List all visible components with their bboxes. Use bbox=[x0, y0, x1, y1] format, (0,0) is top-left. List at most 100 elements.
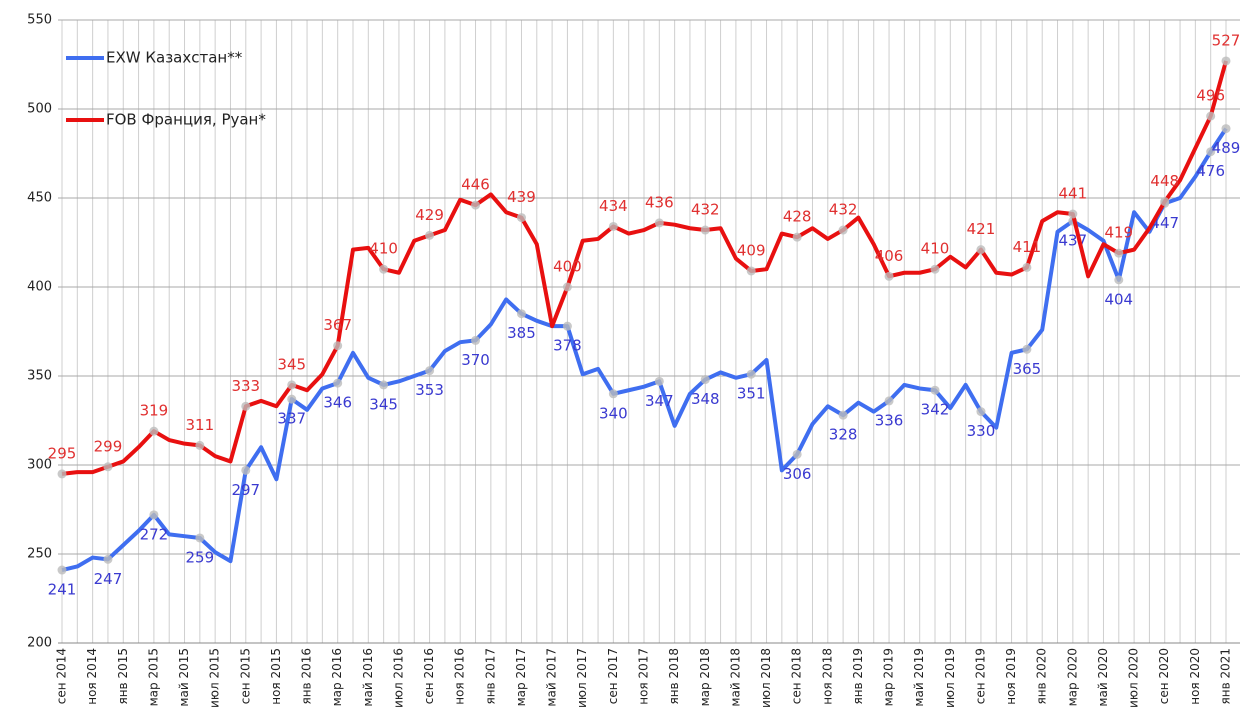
point-marker bbox=[241, 465, 251, 475]
point-marker bbox=[1068, 209, 1078, 219]
data-label: 340 bbox=[599, 404, 628, 422]
data-label: 370 bbox=[461, 351, 490, 369]
x-tick-label: сен 2018 bbox=[790, 648, 804, 704]
point-marker bbox=[287, 394, 297, 404]
point-marker bbox=[195, 440, 205, 450]
point-marker bbox=[1022, 344, 1032, 354]
data-label: 446 bbox=[461, 176, 490, 194]
legend-label: EXW Казахстан** bbox=[106, 49, 243, 67]
point-marker bbox=[884, 396, 894, 406]
point-marker bbox=[1221, 124, 1231, 134]
data-label: 319 bbox=[140, 402, 169, 420]
data-label: 409 bbox=[737, 241, 766, 259]
x-tick-label: май 2017 bbox=[545, 648, 559, 707]
point-marker bbox=[700, 225, 710, 235]
data-label: 272 bbox=[140, 525, 169, 543]
x-tick-label: июл 2020 bbox=[1127, 648, 1141, 708]
point-marker bbox=[562, 282, 572, 292]
point-marker bbox=[654, 376, 664, 386]
x-tick-label: мар 2015 bbox=[146, 648, 160, 706]
data-label: 351 bbox=[737, 385, 766, 403]
data-label: 328 bbox=[829, 426, 858, 444]
x-tick-label: июл 2016 bbox=[391, 648, 405, 708]
point-marker bbox=[195, 533, 205, 543]
point-marker bbox=[1221, 56, 1231, 66]
data-label: 333 bbox=[231, 377, 260, 395]
point-marker bbox=[149, 510, 159, 520]
point-marker bbox=[516, 309, 526, 319]
data-label: 337 bbox=[277, 410, 306, 428]
y-tick-label: 350 bbox=[27, 369, 52, 384]
point-marker bbox=[471, 200, 481, 210]
data-label: 419 bbox=[1104, 224, 1133, 242]
point-marker bbox=[746, 266, 756, 276]
point-marker bbox=[838, 225, 848, 235]
point-marker bbox=[1160, 197, 1170, 207]
data-label: 336 bbox=[875, 411, 904, 429]
x-tick-label: сен 2019 bbox=[973, 648, 987, 704]
point-marker bbox=[608, 389, 618, 399]
point-marker bbox=[746, 369, 756, 379]
point-marker bbox=[930, 264, 940, 274]
x-tick-label: июл 2018 bbox=[759, 648, 773, 708]
x-tick-label: ноя 2014 bbox=[85, 648, 99, 705]
data-label: 428 bbox=[783, 208, 812, 226]
x-tick-label: янв 2017 bbox=[483, 648, 497, 705]
data-label: 476 bbox=[1196, 162, 1225, 180]
point-marker bbox=[838, 410, 848, 420]
y-tick-label: 400 bbox=[27, 280, 52, 295]
point-marker bbox=[57, 565, 67, 575]
data-label: 439 bbox=[507, 188, 536, 206]
data-label: 496 bbox=[1196, 87, 1225, 105]
data-label: 365 bbox=[1013, 360, 1042, 378]
data-label: 441 bbox=[1059, 185, 1088, 203]
point-marker bbox=[425, 366, 435, 376]
x-tick-label: мар 2018 bbox=[698, 648, 712, 706]
point-marker bbox=[379, 380, 389, 390]
data-label: 411 bbox=[1013, 238, 1042, 256]
data-label: 247 bbox=[94, 570, 123, 588]
data-label: 400 bbox=[553, 258, 582, 276]
data-label: 330 bbox=[967, 422, 996, 440]
x-tick-label: янв 2020 bbox=[1035, 648, 1049, 705]
x-tick-label: сен 2017 bbox=[606, 648, 620, 704]
point-marker bbox=[562, 321, 572, 331]
point-marker bbox=[1022, 262, 1032, 272]
legend-label: FOB Франция, Руан* bbox=[106, 111, 266, 129]
x-tick-label: янв 2019 bbox=[851, 648, 865, 705]
data-label: 241 bbox=[48, 581, 77, 599]
point-marker bbox=[608, 221, 618, 231]
data-label: 410 bbox=[369, 240, 398, 258]
data-label: 447 bbox=[1150, 214, 1179, 232]
x-tick-label: мар 2016 bbox=[330, 648, 344, 706]
x-tick-label: янв 2015 bbox=[116, 648, 130, 705]
data-label: 348 bbox=[691, 390, 720, 408]
data-label: 489 bbox=[1212, 139, 1241, 157]
point-marker bbox=[103, 554, 113, 564]
data-label: 527 bbox=[1212, 31, 1241, 49]
y-tick-label: 450 bbox=[27, 191, 52, 206]
y-tick-label: 250 bbox=[27, 547, 52, 562]
data-label: 421 bbox=[967, 220, 996, 238]
x-tick-label: мар 2019 bbox=[882, 648, 896, 706]
point-marker bbox=[976, 407, 986, 417]
x-tick-label: сен 2014 bbox=[55, 648, 69, 704]
data-label: 306 bbox=[783, 465, 812, 483]
data-label: 378 bbox=[553, 337, 582, 355]
data-label: 385 bbox=[507, 324, 536, 342]
point-marker bbox=[792, 449, 802, 459]
series-line bbox=[61, 127, 1228, 572]
y-tick-label: 200 bbox=[27, 636, 52, 651]
point-marker bbox=[884, 271, 894, 281]
data-label: 259 bbox=[186, 548, 215, 566]
x-tick-label: сен 2015 bbox=[238, 648, 252, 704]
point-marker bbox=[516, 213, 526, 223]
y-tick-label: 300 bbox=[27, 458, 52, 473]
data-label: 295 bbox=[48, 444, 77, 462]
point-marker bbox=[379, 264, 389, 274]
series-line bbox=[61, 60, 1228, 476]
point-marker bbox=[241, 401, 251, 411]
data-label: 410 bbox=[921, 240, 950, 258]
data-label: 367 bbox=[323, 316, 352, 334]
point-marker bbox=[471, 335, 481, 345]
